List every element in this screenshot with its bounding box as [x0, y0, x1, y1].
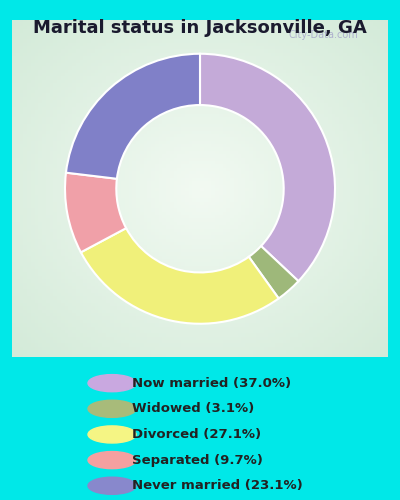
Text: Never married (23.1%): Never married (23.1%): [132, 479, 303, 492]
Circle shape: [88, 426, 136, 443]
Circle shape: [88, 477, 136, 494]
Text: Widowed (3.1%): Widowed (3.1%): [132, 402, 254, 415]
Wedge shape: [200, 54, 335, 281]
Text: Divorced (27.1%): Divorced (27.1%): [132, 428, 261, 441]
Wedge shape: [65, 172, 126, 252]
Circle shape: [88, 452, 136, 468]
Circle shape: [88, 400, 136, 417]
Wedge shape: [81, 228, 279, 324]
Circle shape: [88, 374, 136, 392]
Text: City-Data.com: City-Data.com: [289, 30, 359, 40]
Text: Separated (9.7%): Separated (9.7%): [132, 454, 263, 466]
Text: Now married (37.0%): Now married (37.0%): [132, 376, 291, 390]
Wedge shape: [66, 54, 200, 179]
Text: Marital status in Jacksonville, GA: Marital status in Jacksonville, GA: [33, 19, 367, 37]
Wedge shape: [249, 246, 298, 298]
